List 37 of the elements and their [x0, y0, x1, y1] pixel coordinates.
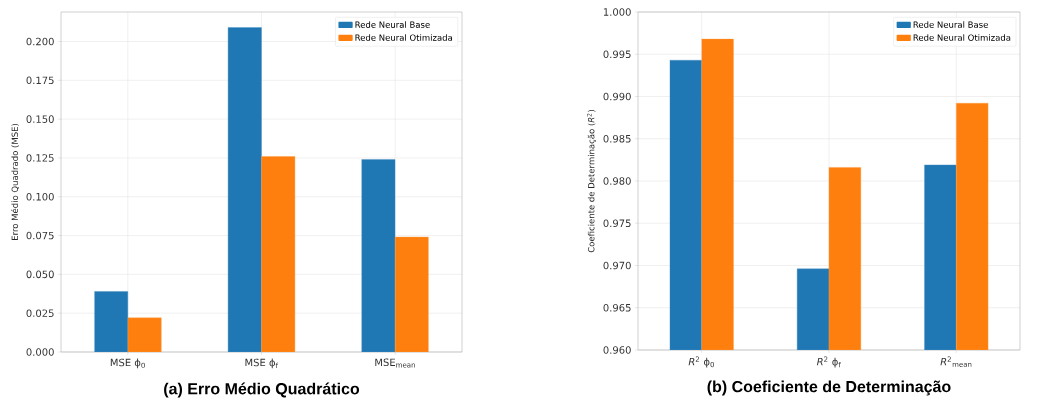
- y-tick-label: 0.995: [603, 50, 631, 59]
- legend-label: Rede Neural Otimizada: [355, 34, 453, 41]
- y-axis-title: Coeficiente de Determinação (R$^{2}$): [587, 109, 596, 253]
- y-tick-label: 0.200: [26, 37, 54, 46]
- y-tick-label: 0.150: [26, 115, 54, 123]
- x-tick-label: R$^{2}$ ϕ$_{f}$: [816, 356, 841, 368]
- y-tick-label: 1.000: [603, 8, 631, 16]
- y-tick-label: 0.990: [603, 92, 631, 101]
- y-axis-title: Erro Médio Quadrado (MSE): [11, 123, 19, 240]
- text: (b) Coeficiente de Determinação: [707, 380, 951, 396]
- y-tick-label: 0.025: [26, 309, 54, 317]
- y-tick-label: 0.075: [26, 231, 54, 240]
- legend-label: Rede Neural Base: [913, 21, 988, 28]
- bar: [394, 236, 429, 352]
- y-tick-label: 0.980: [603, 177, 631, 185]
- legend-label: Rede Neural Otimizada: [913, 34, 1011, 41]
- x-tick-label: MSE ϕ$_{f}$: [245, 358, 279, 369]
- bar: [94, 291, 129, 352]
- x-tick-label: MSE$_{mean}$: [375, 358, 415, 368]
- x-tick-label: MSE ϕ$_{0}$: [110, 358, 145, 369]
- bar: [127, 317, 162, 352]
- y-tick-label: 0.050: [26, 270, 54, 279]
- bar: [361, 159, 396, 352]
- y-tick-label: 0.000: [26, 348, 54, 356]
- x-tick-label: R$^{2}$ ϕ$_{0}$: [688, 356, 715, 368]
- y-tick-label: 0.970: [603, 261, 631, 270]
- y-tick-label: 0.965: [603, 303, 631, 312]
- y-tick-label: 0.985: [603, 134, 631, 143]
- y-tick-label: 0.175: [26, 76, 54, 85]
- bar: [261, 156, 296, 352]
- y-tick-label: 0.960: [603, 346, 631, 354]
- y-tick-label: 0.125: [26, 154, 54, 162]
- text: (a) Erro Médio Quadrático: [164, 382, 360, 398]
- bar: [227, 27, 262, 352]
- legend-label: Rede Neural Base: [355, 21, 430, 28]
- y-tick-label: 0.100: [26, 192, 54, 201]
- y-tick-label: 0.975: [603, 219, 631, 228]
